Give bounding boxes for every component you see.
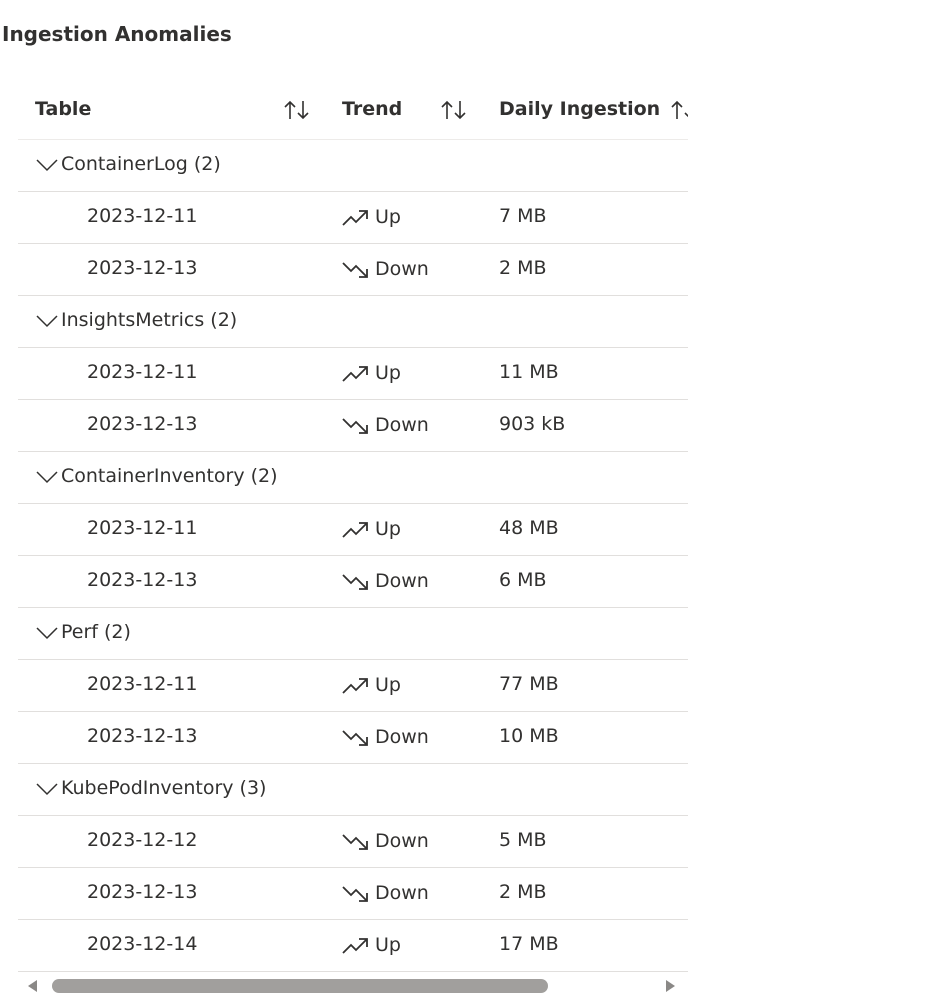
grid-header: Table Trend Daily Ingestion	[18, 84, 688, 140]
trending-up-icon	[341, 364, 369, 388]
chevron-down-icon[interactable]	[36, 625, 58, 644]
column-header-trend[interactable]: Trend	[342, 98, 403, 120]
table-row[interactable]: 2023-12-13 Down 903 kB	[18, 400, 688, 452]
date-cell: 2023-12-13	[87, 413, 198, 435]
daily-ingestion-cell: 2 MB	[499, 881, 547, 903]
trending-up-icon	[341, 676, 369, 700]
daily-ingestion-cell: 11 MB	[499, 361, 559, 383]
sort-trend-icon[interactable]	[440, 99, 468, 121]
daily-ingestion-cell: 48 MB	[499, 517, 559, 539]
anomalies-grid: Table Trend Daily Ingestion ContainerLog…	[18, 84, 688, 1001]
trend-label: Down	[375, 882, 429, 904]
chevron-down-icon[interactable]	[36, 313, 58, 332]
date-cell: 2023-12-14	[87, 933, 198, 955]
trend-label: Up	[375, 206, 401, 228]
trending-down-icon	[341, 572, 369, 596]
date-cell: 2023-12-12	[87, 829, 198, 851]
trending-down-icon	[341, 832, 369, 856]
daily-ingestion-cell: 10 MB	[499, 725, 559, 747]
daily-ingestion-cell: 77 MB	[499, 673, 559, 695]
table-row[interactable]: 2023-12-13 Down 2 MB	[18, 868, 688, 920]
group-row[interactable]: KubePodInventory (3)	[18, 764, 688, 816]
group-row[interactable]: ContainerLog (2)	[18, 140, 688, 192]
daily-ingestion-cell: 17 MB	[499, 933, 559, 955]
trend-label: Up	[375, 934, 401, 956]
sort-table-icon[interactable]	[283, 99, 311, 121]
scroll-right-icon[interactable]	[666, 980, 675, 992]
trending-down-icon	[341, 884, 369, 908]
date-cell: 2023-12-13	[87, 257, 198, 279]
chevron-down-icon[interactable]	[36, 469, 58, 488]
date-cell: 2023-12-13	[87, 569, 198, 591]
daily-ingestion-cell: 903 kB	[499, 413, 566, 435]
trending-down-icon	[341, 416, 369, 440]
trending-up-icon	[341, 936, 369, 960]
date-cell: 2023-12-11	[87, 361, 198, 383]
trend-label: Down	[375, 726, 429, 748]
chevron-down-icon[interactable]	[36, 157, 58, 176]
trending-down-icon	[341, 728, 369, 752]
daily-ingestion-cell: 2 MB	[499, 257, 547, 279]
table-row[interactable]: 2023-12-11 Up 77 MB	[18, 660, 688, 712]
table-row[interactable]: 2023-12-11 Up 48 MB	[18, 504, 688, 556]
table-row[interactable]: 2023-12-11 Up 7 MB	[18, 192, 688, 244]
group-row[interactable]: InsightsMetrics (2)	[18, 296, 688, 348]
date-cell: 2023-12-11	[87, 517, 198, 539]
trend-label: Up	[375, 674, 401, 696]
date-cell: 2023-12-13	[87, 881, 198, 903]
group-row[interactable]: Perf (2)	[18, 608, 688, 660]
group-label: ContainerLog (2)	[61, 153, 221, 175]
trending-down-icon	[341, 260, 369, 284]
trend-label: Down	[375, 570, 429, 592]
horizontal-scrollbar[interactable]	[18, 976, 688, 996]
sort-daily-ingestion-icon[interactable]	[670, 99, 688, 121]
trend-label: Down	[375, 258, 429, 280]
trend-label: Up	[375, 362, 401, 384]
date-cell: 2023-12-11	[87, 673, 198, 695]
daily-ingestion-cell: 5 MB	[499, 829, 547, 851]
trend-label: Down	[375, 830, 429, 852]
scroll-left-icon[interactable]	[28, 980, 37, 992]
chevron-down-icon[interactable]	[36, 781, 58, 800]
column-header-daily-ingestion[interactable]: Daily Ingestion	[499, 98, 661, 120]
table-row[interactable]: 2023-12-12 Down 5 MB	[18, 816, 688, 868]
daily-ingestion-cell: 6 MB	[499, 569, 547, 591]
column-header-table[interactable]: Table	[35, 98, 92, 120]
group-label: InsightsMetrics (2)	[61, 309, 238, 331]
table-row[interactable]: 2023-12-14 Up 17 MB	[18, 920, 688, 972]
scrollbar-thumb[interactable]	[52, 979, 548, 993]
date-cell: 2023-12-11	[87, 205, 198, 227]
grid-body: ContainerLog (2) 2023-12-11 Up 7 MB 2023-12-…	[18, 140, 688, 972]
date-cell: 2023-12-13	[87, 725, 198, 747]
table-row[interactable]: 2023-12-13 Down 6 MB	[18, 556, 688, 608]
trend-label: Down	[375, 414, 429, 436]
daily-ingestion-cell: 7 MB	[499, 205, 547, 227]
group-row[interactable]: ContainerInventory (2)	[18, 452, 688, 504]
trending-up-icon	[341, 520, 369, 544]
table-row[interactable]: 2023-12-11 Up 11 MB	[18, 348, 688, 400]
group-label: Perf (2)	[61, 621, 131, 643]
page-title: Ingestion Anomalies	[2, 22, 232, 46]
trending-up-icon	[341, 208, 369, 232]
table-row[interactable]: 2023-12-13 Down 2 MB	[18, 244, 688, 296]
group-label: ContainerInventory (2)	[61, 465, 278, 487]
group-label: KubePodInventory (3)	[61, 777, 267, 799]
table-row[interactable]: 2023-12-13 Down 10 MB	[18, 712, 688, 764]
trend-label: Up	[375, 518, 401, 540]
